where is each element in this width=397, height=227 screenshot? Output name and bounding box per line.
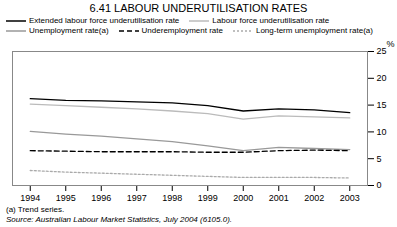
svg-text:0: 0 bbox=[377, 180, 382, 190]
html-text:(a) Trend series.: (a) Trend series. bbox=[6, 205, 65, 214]
svg-text:1997: 1997 bbox=[127, 193, 147, 203]
html-text:Source: Australian Labour Mark: Source: Australian Labour Market Statist… bbox=[6, 215, 232, 224]
svg-text:10: 10 bbox=[377, 127, 387, 137]
html-text:Labour force underutilisation: Labour force underutilisation rate bbox=[212, 16, 330, 25]
svg-text:15: 15 bbox=[377, 100, 387, 110]
svg-text:2000: 2000 bbox=[233, 193, 253, 203]
html-text:Long-term unemployment rate(a): Long-term unemployment rate(a) bbox=[256, 26, 373, 35]
svg-text:1995: 1995 bbox=[56, 193, 76, 203]
html-text:Underemployment rate: Underemployment rate bbox=[141, 26, 223, 35]
html-text:Extended labour force underuti: Extended labour force underutilisation r… bbox=[29, 16, 180, 25]
svg-text:5: 5 bbox=[377, 154, 382, 164]
svg-text:1998: 1998 bbox=[162, 193, 182, 203]
svg-text:1994: 1994 bbox=[20, 193, 40, 203]
svg-text:20: 20 bbox=[377, 73, 387, 83]
html-text:Unemployment rate(a): Unemployment rate(a) bbox=[29, 26, 109, 35]
svg-text:%: % bbox=[386, 39, 394, 49]
svg-text:1999: 1999 bbox=[198, 193, 218, 203]
svg-text:25: 25 bbox=[377, 46, 387, 56]
html-text:6.41 LABOUR UNDERUTILISATION R: 6.41 LABOUR UNDERUTILISATION RATES bbox=[89, 2, 308, 14]
svg-text:2001: 2001 bbox=[269, 193, 289, 203]
svg-text:1996: 1996 bbox=[91, 193, 111, 203]
svg-text:2003: 2003 bbox=[340, 193, 360, 203]
svg-text:2002: 2002 bbox=[304, 193, 324, 203]
